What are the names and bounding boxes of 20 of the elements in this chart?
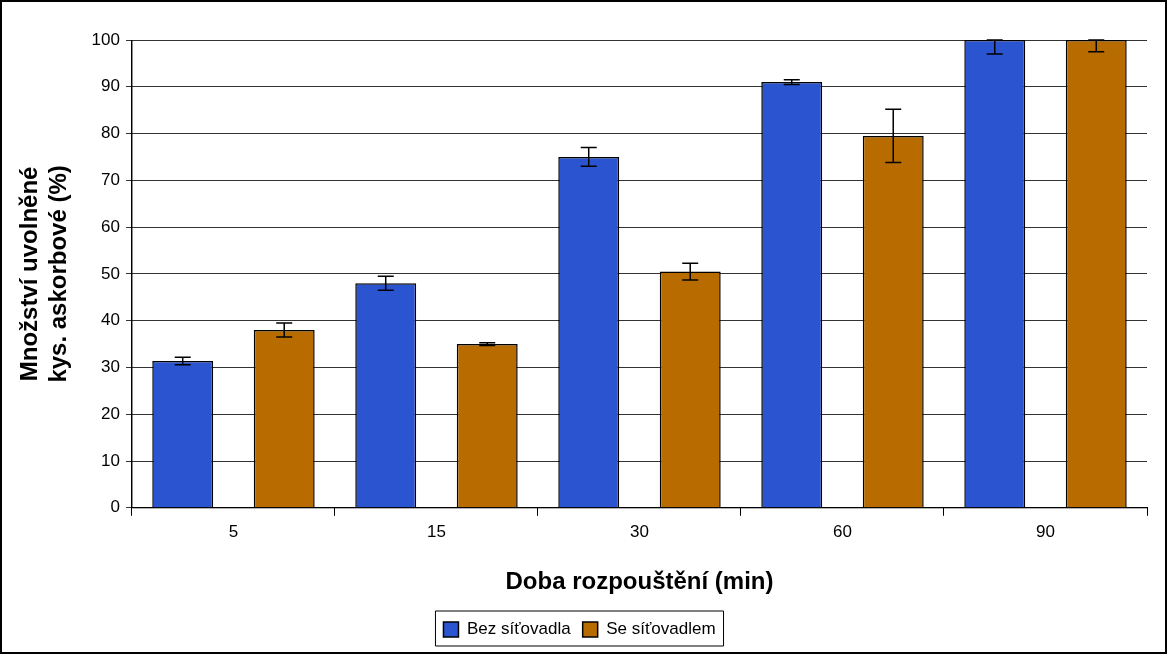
y-tick-label: 0: [110, 497, 120, 517]
x-tick-label: 15: [427, 521, 446, 541]
y-tick-label: 10: [101, 450, 120, 470]
x-tick-label: 90: [1036, 521, 1055, 541]
y-tick-label: 80: [101, 123, 120, 143]
y-tick-label: 30: [101, 357, 120, 377]
y-tick-label: 20: [101, 403, 120, 423]
x-tick-label: 30: [630, 521, 649, 541]
legend-label: Se síťovadlem: [606, 619, 716, 639]
x-tick-label: 60: [833, 521, 852, 541]
y-tick-label: 70: [101, 170, 120, 190]
legend-label: Bez síťovadla: [466, 619, 572, 639]
x-tick-label: 5: [228, 521, 239, 541]
y-axis-title: Množství uvolněné kys. askorbové (%): [15, 165, 71, 383]
y-tick-label: 40: [101, 310, 120, 330]
y-tick-label: 100: [91, 29, 120, 49]
y-tick-label: 50: [101, 263, 120, 283]
y-tick-label: 90: [101, 76, 120, 96]
y-tick-label: 60: [101, 216, 120, 236]
x-axis-title: Doba rozpouštění (min): [505, 567, 774, 595]
